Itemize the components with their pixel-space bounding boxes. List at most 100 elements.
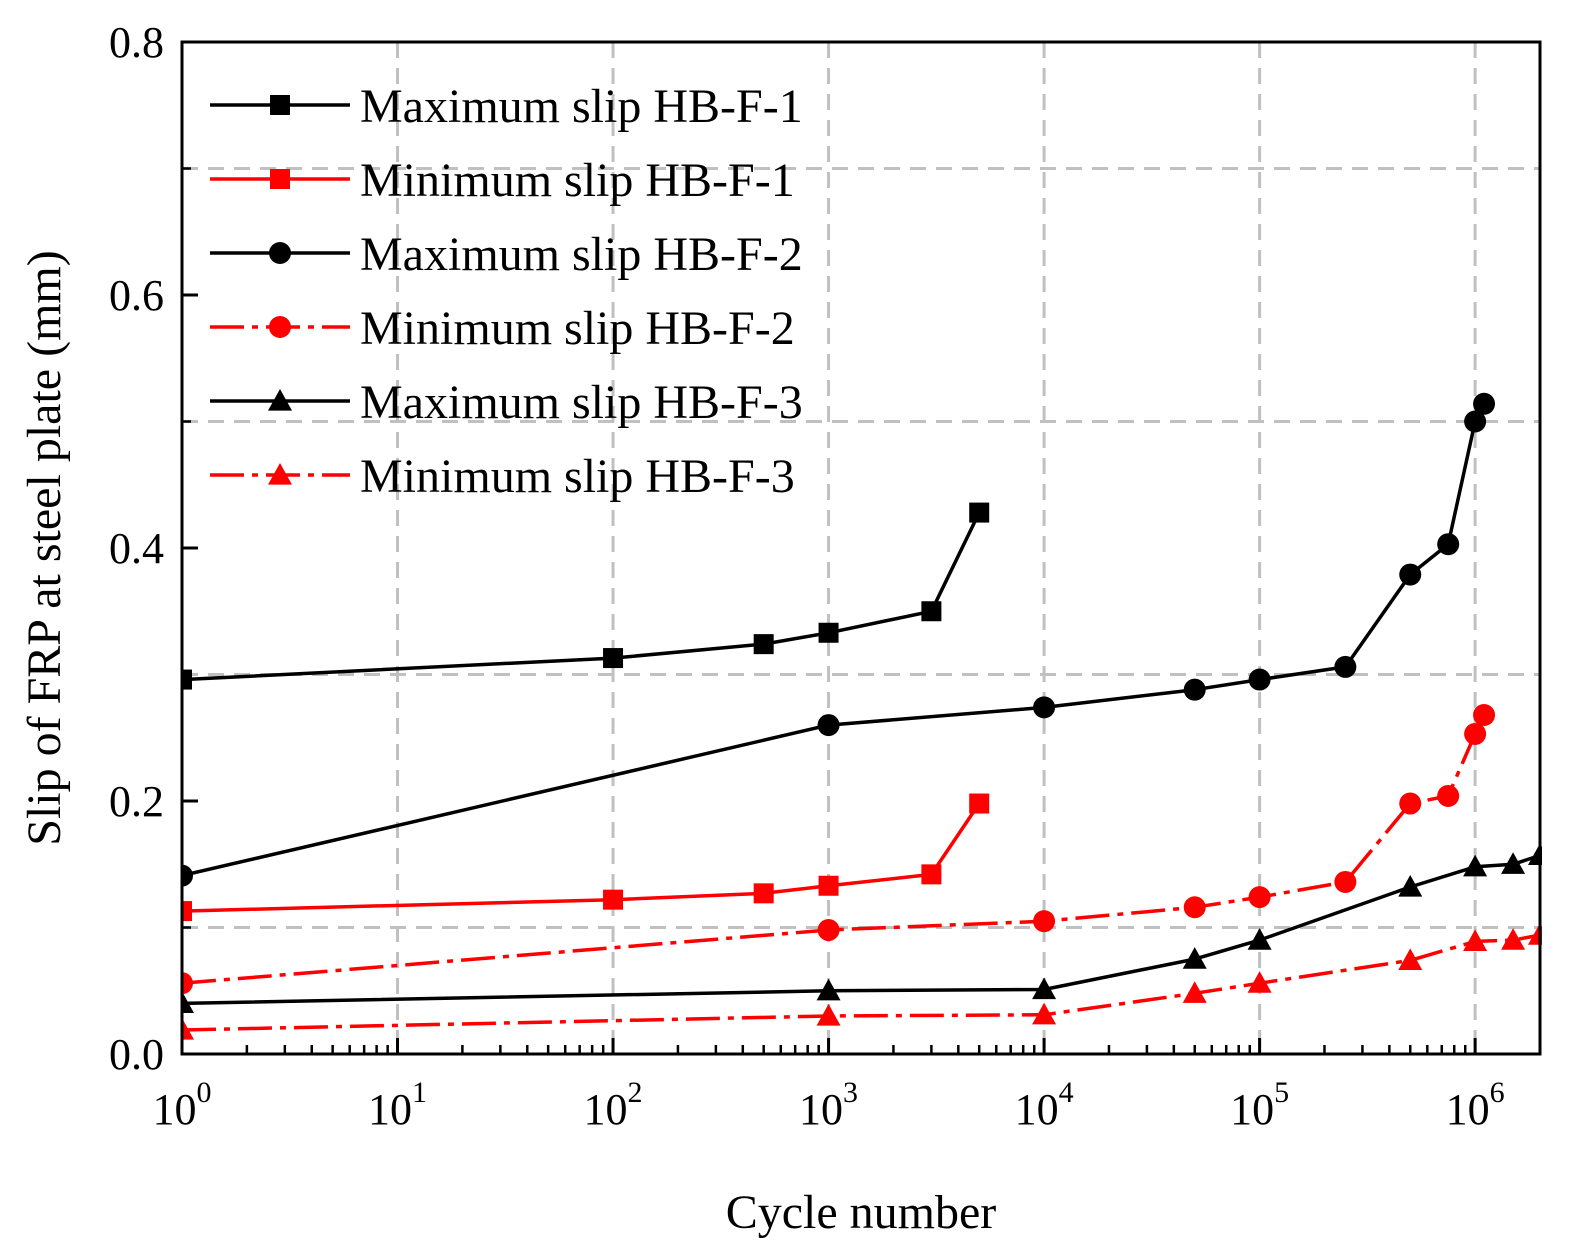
data-point — [816, 978, 841, 1001]
y-tick-label: 0.8 — [109, 18, 164, 67]
x-tick-base: 10 — [1446, 1085, 1490, 1134]
data-point — [1464, 410, 1487, 433]
y-tick-label: 0.6 — [109, 271, 164, 320]
legend-item: Minimum slip HB-F-1 — [210, 154, 795, 207]
x-tick-label: 104 — [1015, 1076, 1074, 1134]
data-point — [182, 1017, 194, 1040]
data-point — [1183, 678, 1206, 701]
x-tick-base: 10 — [584, 1085, 628, 1134]
series-3 — [182, 392, 1496, 887]
data-point — [1399, 563, 1422, 586]
legend-marker — [270, 169, 290, 189]
data-point — [921, 601, 942, 622]
x-tick-label: 106 — [1446, 1076, 1505, 1134]
data-point — [1033, 910, 1056, 933]
series-line — [182, 511, 981, 682]
data-point — [1247, 928, 1272, 950]
data-point — [182, 901, 192, 922]
y-tick-label: 0.0 — [109, 1030, 164, 1079]
data-point — [603, 648, 624, 669]
x-tick-base: 10 — [1230, 1085, 1274, 1134]
data-point — [1248, 886, 1271, 909]
data-point — [1437, 784, 1460, 807]
legend-marker — [268, 389, 292, 411]
data-point — [182, 669, 192, 690]
x-tick-label: 105 — [1230, 1076, 1289, 1134]
data-point — [1501, 852, 1526, 874]
data-point — [969, 793, 990, 814]
y-tick-label: 0.4 — [109, 524, 164, 573]
data-point — [1182, 981, 1207, 1003]
series-line — [182, 933, 1541, 1032]
data-point — [1398, 948, 1423, 970]
data-point — [1033, 696, 1056, 719]
data-point — [921, 864, 942, 885]
series-4 — [182, 703, 1496, 995]
legend-item: Maximum slip HB-F-2 — [210, 228, 803, 281]
data-point — [603, 889, 624, 910]
data-point — [182, 864, 193, 887]
data-point — [1473, 392, 1496, 415]
data-point — [817, 714, 840, 737]
legend-label: Maximum slip HB-F-2 — [360, 228, 803, 281]
legend: Maximum slip HB-F-1 Minimum slip HB-F-1 Ma… — [210, 80, 803, 503]
data-point — [753, 883, 774, 904]
legend-item: Maximum slip HB-F-3 — [210, 376, 803, 429]
data-point — [1464, 722, 1487, 745]
legend-label: Maximum slip HB-F-3 — [360, 376, 803, 429]
series-line — [182, 802, 981, 913]
x-tick-exponent: 2 — [628, 1076, 643, 1109]
data-point — [1501, 928, 1526, 950]
legend-label: Minimum slip HB-F-2 — [360, 302, 795, 355]
x-tick-exponent: 1 — [412, 1076, 427, 1109]
legend-marker — [269, 242, 291, 264]
x-tick-base: 10 — [799, 1085, 843, 1134]
legend-label: Maximum slip HB-F-1 — [360, 80, 803, 133]
data-point — [1399, 792, 1422, 815]
legend-label: Minimum slip HB-F-3 — [360, 450, 795, 503]
data-point — [1334, 870, 1357, 893]
data-point — [1437, 533, 1460, 556]
data-series — [182, 392, 1542, 1040]
data-point — [1473, 703, 1496, 726]
series-6 — [182, 923, 1542, 1040]
y-axis-title: Slip of FRP at steel plate (mm) — [18, 250, 71, 846]
y-tick-label: 0.2 — [109, 777, 164, 826]
data-point — [969, 502, 990, 523]
data-point — [1182, 947, 1207, 969]
x-tick-label: 101 — [368, 1076, 427, 1134]
data-point — [182, 972, 193, 995]
data-point — [1183, 896, 1206, 919]
data-point — [1247, 971, 1272, 993]
x-axis-title: Cycle number — [726, 1186, 997, 1239]
data-point — [753, 634, 774, 655]
x-tick-label: 102 — [584, 1076, 643, 1134]
x-tick-label: 103 — [799, 1076, 858, 1134]
legend-marker — [269, 316, 291, 338]
legend-item: Minimum slip HB-F-2 — [210, 302, 795, 355]
series-2 — [182, 793, 990, 922]
legend-label: Minimum slip HB-F-1 — [360, 154, 795, 207]
x-tick-exponent: 6 — [1490, 1076, 1505, 1109]
x-tick-base: 10 — [368, 1085, 412, 1134]
x-tick-exponent: 3 — [843, 1076, 858, 1109]
data-point — [818, 622, 839, 643]
data-point — [1248, 668, 1271, 691]
legend-marker — [268, 463, 292, 485]
data-point — [1032, 1002, 1057, 1025]
series-line — [182, 714, 1486, 985]
legend-item: Maximum slip HB-F-1 — [210, 80, 803, 133]
x-tick-exponent: 5 — [1274, 1076, 1289, 1109]
x-tick-base: 10 — [153, 1085, 197, 1134]
x-tick-exponent: 4 — [1059, 1076, 1074, 1109]
data-point — [1032, 977, 1057, 1000]
data-point — [818, 875, 839, 896]
data-point — [182, 991, 194, 1013]
x-tick-label: 100 — [153, 1076, 212, 1134]
data-point — [816, 1004, 841, 1026]
data-point — [1334, 655, 1357, 678]
x-tick-base: 10 — [1015, 1085, 1059, 1134]
data-point — [817, 919, 840, 942]
